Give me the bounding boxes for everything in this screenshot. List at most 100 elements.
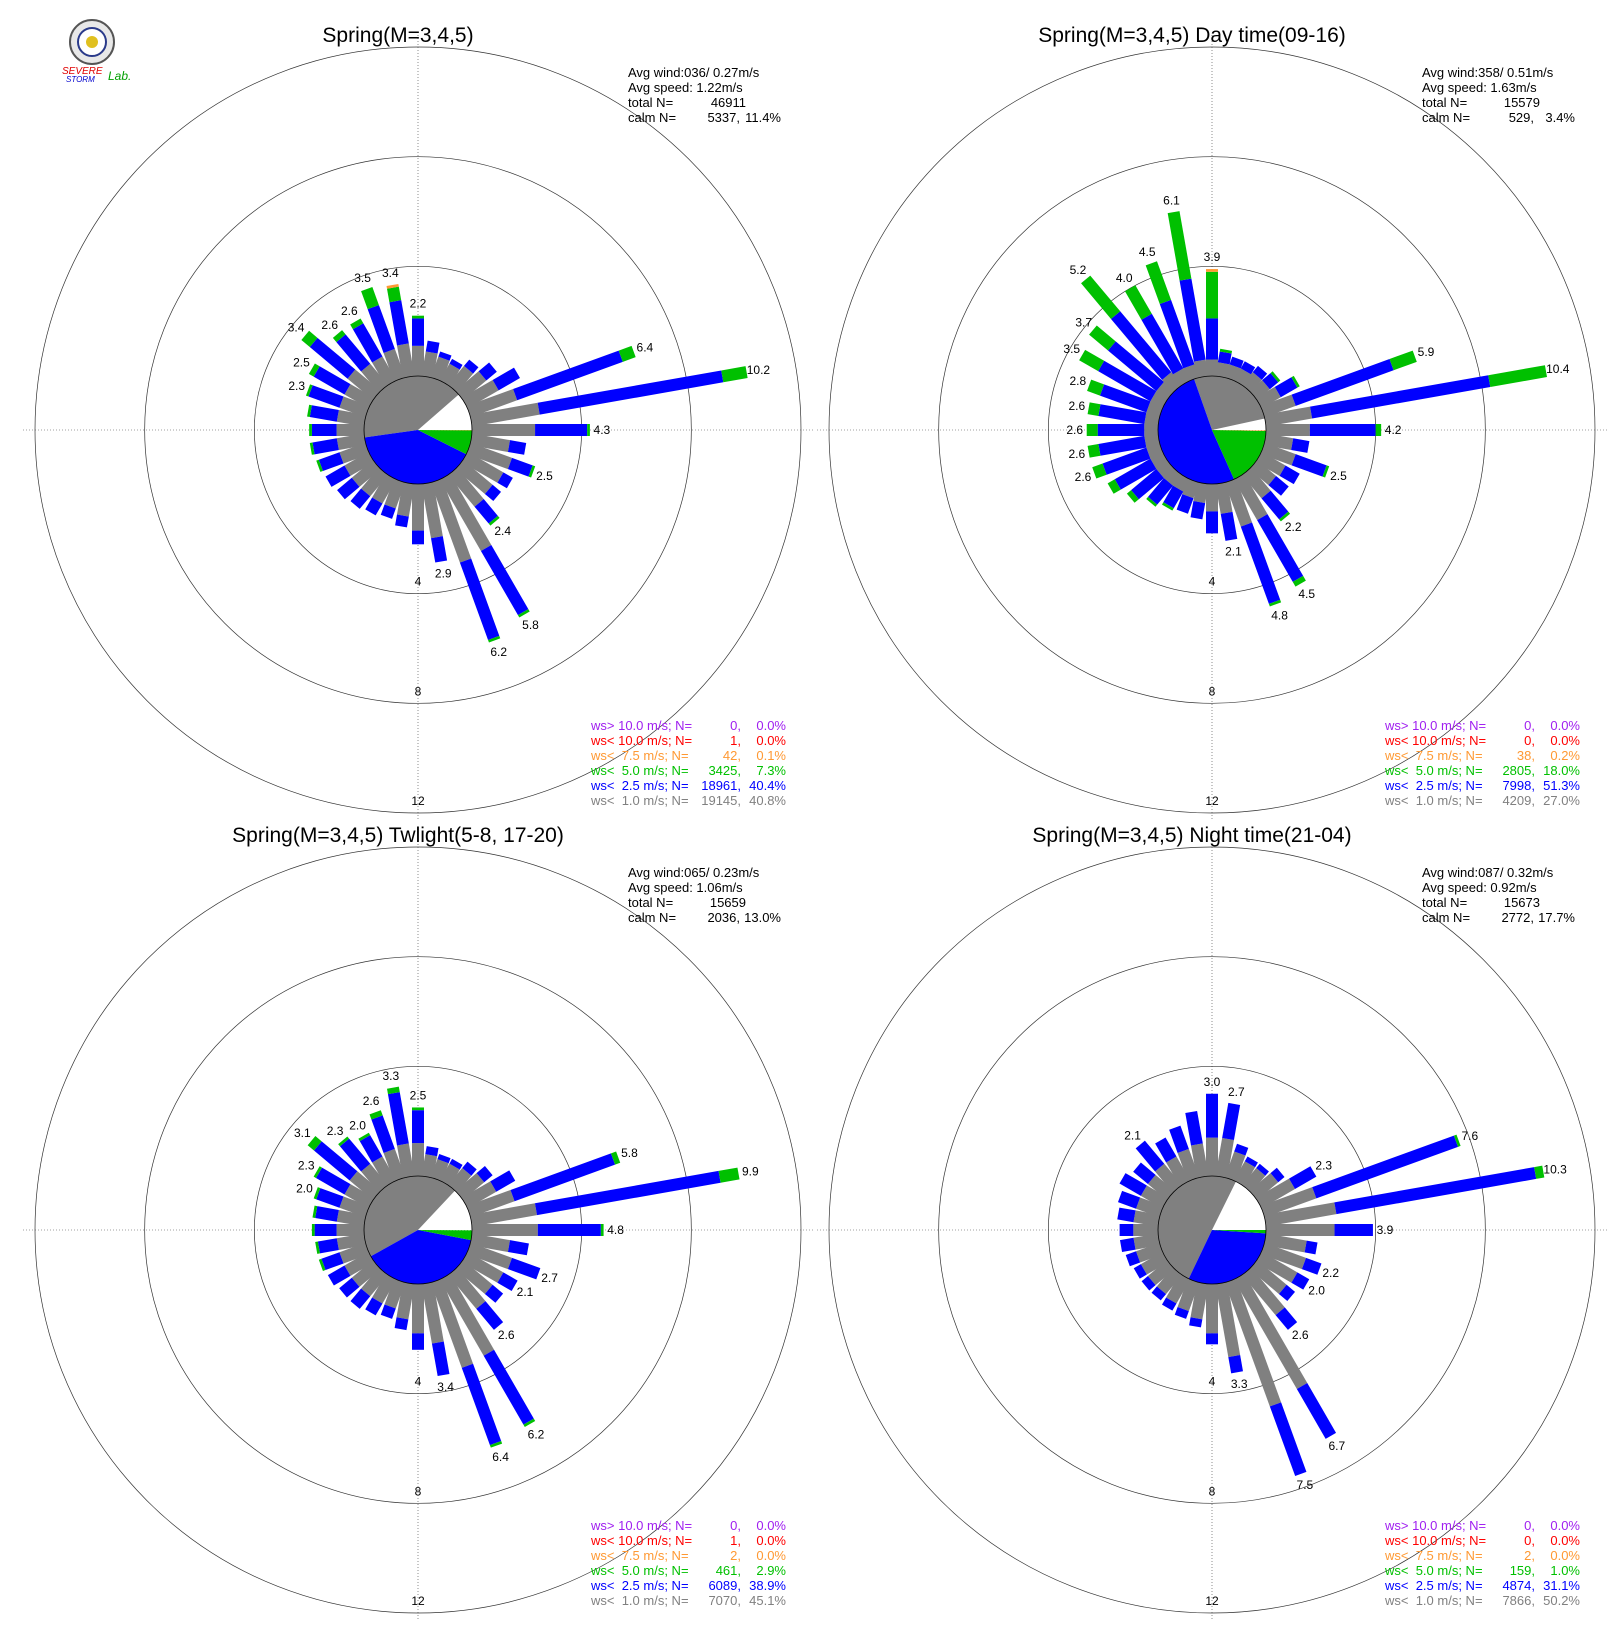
- bar-label: 9.9: [742, 1164, 759, 1178]
- legend-percent: 0.0%: [1550, 1548, 1580, 1563]
- pie-slice: [418, 394, 472, 430]
- bar-segment: [1275, 1307, 1298, 1330]
- bar-segment: [448, 365, 474, 393]
- bar-segment: [1534, 1165, 1545, 1179]
- bar-segment: [305, 384, 313, 397]
- pie-slice: [364, 430, 467, 484]
- pie-slice: [418, 430, 472, 455]
- total-n: 15673: [1504, 895, 1540, 910]
- bar-segment: [1087, 402, 1101, 417]
- bar-segment: [313, 1141, 358, 1181]
- bar-segment: [321, 1252, 344, 1271]
- calm-percent: 11.4%: [745, 110, 781, 125]
- r-tick-label: 4: [1209, 575, 1216, 589]
- bar-segment: [1148, 478, 1174, 505]
- bar-segment: [534, 1170, 721, 1216]
- bar-segment: [488, 515, 500, 526]
- bar-segment: [412, 484, 424, 531]
- bar-segment: [718, 1167, 740, 1183]
- bar-segment: [1222, 1102, 1241, 1141]
- bar-segment: [309, 424, 312, 436]
- bar-segment: [1291, 375, 1300, 388]
- bar-segment: [1228, 1355, 1243, 1374]
- bar-segment: [311, 1224, 315, 1236]
- bar-label: 3.3: [382, 1069, 399, 1083]
- legend-n: 2,: [1524, 1548, 1535, 1563]
- bar-segment: [455, 460, 493, 494]
- legend-label: ws< 10.0 m/s; N=: [590, 1533, 692, 1548]
- legend-percent: 0.0%: [756, 1518, 786, 1533]
- legend-label: ws< 5.0 m/s; N=: [590, 1563, 689, 1578]
- bar-segment: [412, 315, 424, 319]
- bar-segment: [1177, 1148, 1200, 1182]
- calm-percent: 3.4%: [1545, 110, 1575, 125]
- bar-label: 6.2: [490, 645, 507, 659]
- legend-label: ws> 10.0 m/s; N=: [1384, 718, 1486, 733]
- bar-segment: [1274, 377, 1298, 398]
- legend-percent: 45.1%: [749, 1593, 786, 1608]
- bar-label: 2.5: [293, 356, 310, 370]
- bar-label: 2.6: [341, 304, 358, 318]
- bar-segment: [339, 1277, 360, 1298]
- bar-label: 3.5: [354, 271, 371, 285]
- bar-segment: [1304, 1240, 1318, 1255]
- bar-segment: [472, 1224, 538, 1236]
- bar-segment: [1119, 1173, 1147, 1196]
- ring: [938, 156, 1486, 704]
- r-tick-label: 8: [1209, 684, 1216, 698]
- windrose-panel: 4 8 12 Spring(M=3,4,5) Night time(21-04) Avg…: [817, 824, 1607, 1620]
- r-tick-label: 8: [1209, 1484, 1216, 1498]
- bar-segment: [1219, 348, 1233, 354]
- bar-label: 6.7: [1329, 1439, 1346, 1453]
- bar-segment: [1334, 1224, 1373, 1236]
- legend-label: ws< 5.0 m/s; N=: [1384, 1563, 1483, 1578]
- bar-segment: [309, 405, 339, 422]
- bar-segment: [470, 1233, 511, 1252]
- bar-label: 4.5: [1298, 587, 1315, 601]
- calm-label: calm N=: [1422, 910, 1470, 925]
- legend-n: 42,: [723, 748, 741, 763]
- r-tick-label: 4: [1209, 1375, 1216, 1389]
- bar-label: 2.3: [327, 1124, 344, 1138]
- calm-n: 5337,: [707, 110, 740, 125]
- bar-segment: [1131, 468, 1164, 500]
- legend-n: 3425,: [708, 763, 741, 778]
- bar-segment: [1389, 350, 1417, 371]
- legend-label: ws< 2.5 m/s; N=: [590, 1578, 689, 1593]
- legend-percent: 40.8%: [749, 793, 786, 808]
- bar-segment: [1141, 1275, 1156, 1291]
- bar-segment: [372, 1156, 397, 1187]
- bar-segment: [1177, 1278, 1200, 1312]
- bar-segment: [412, 1143, 424, 1176]
- bar-segment: [1086, 424, 1098, 436]
- bar-segment: [1099, 384, 1151, 413]
- bar-segment: [1189, 1317, 1203, 1328]
- bar-segment: [396, 1282, 415, 1320]
- bar-segment: [484, 1284, 504, 1303]
- bar-segment: [1260, 442, 1296, 466]
- bar-segment: [430, 1278, 474, 1368]
- bar-segment: [1215, 482, 1233, 514]
- legend-percent: 0.0%: [1550, 1533, 1580, 1548]
- bar-segment: [1161, 1297, 1177, 1311]
- bar-segment: [461, 1251, 504, 1283]
- bar-segment: [466, 442, 513, 470]
- bar-segment: [344, 384, 375, 409]
- bar-segment: [311, 424, 337, 436]
- bar-segment: [313, 1187, 321, 1200]
- bar-segment: [438, 351, 452, 361]
- bar-segment: [339, 442, 370, 464]
- bar-segment: [507, 457, 533, 477]
- bar-segment: [349, 1171, 381, 1200]
- legend-label: ws< 5.0 m/s; N=: [590, 763, 689, 778]
- pie-slice: [1157, 379, 1235, 485]
- bar-label: 2.3: [288, 379, 305, 393]
- legend-label: ws< 7.5 m/s; N=: [590, 1548, 689, 1563]
- bar-label: 3.5: [1063, 342, 1080, 356]
- bar-label: 2.1: [517, 1285, 534, 1299]
- bar-segment: [1098, 360, 1157, 402]
- bar-segment: [430, 1159, 449, 1182]
- bar-segment: [394, 1317, 409, 1331]
- bar-segment: [367, 305, 395, 353]
- bar-segment: [1234, 1143, 1249, 1156]
